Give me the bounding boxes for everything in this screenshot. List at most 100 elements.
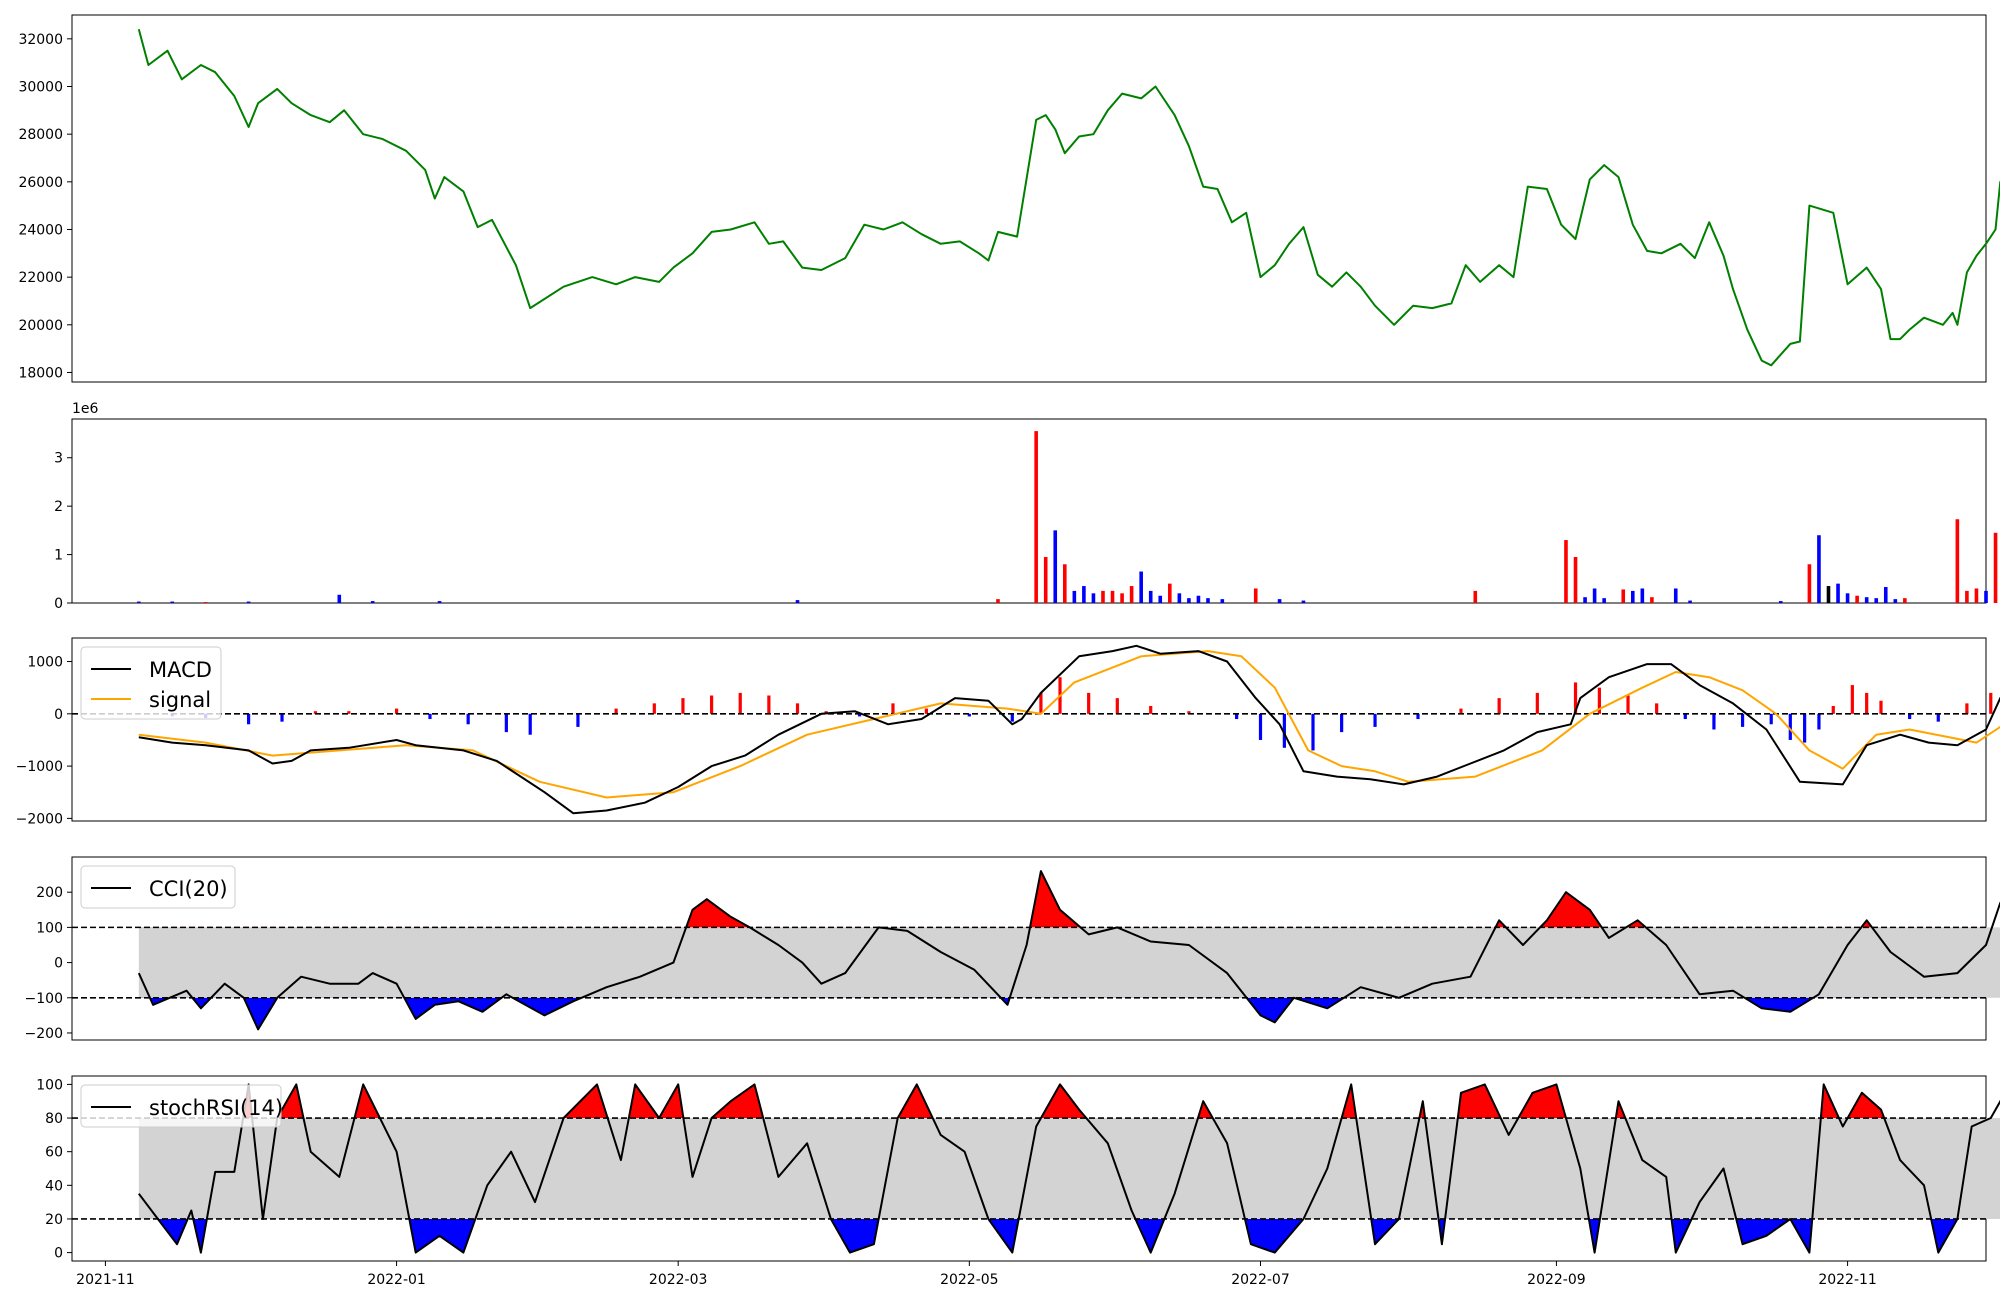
x-tick-label: 2022-09: [1527, 1272, 1586, 1288]
price-axes-frame: [71, 14, 1987, 383]
macd-ytick-label: −1000: [16, 759, 63, 775]
volume-bar: [1621, 589, 1626, 603]
macd-legend-box: [80, 646, 222, 720]
macd-histogram-bar: [1373, 713, 1377, 727]
volume-bar: [1817, 535, 1821, 603]
macd-histogram-bar: [1989, 692, 1993, 714]
volume-bar: [1053, 530, 1058, 603]
macd-histogram-bar: [1788, 713, 1792, 740]
volume-bar: [1072, 590, 1077, 603]
volume-bar: [1043, 557, 1048, 603]
volume-bar: [203, 602, 208, 604]
volume-bar: [170, 601, 175, 603]
volume-bar: [1129, 586, 1134, 603]
volume-bar: [1277, 599, 1282, 603]
stochrsi-line: [138, 1083, 2000, 1254]
cci-oversold-fill: [138, 997, 1986, 1030]
macd-histogram-bar: [1865, 692, 1869, 714]
volume-bar: [370, 601, 375, 603]
macd-histogram-bar: [614, 708, 618, 714]
volume-ytick-label: 1: [54, 548, 63, 564]
macd-legend-label-1: signal: [149, 688, 211, 712]
volume-bar: [795, 600, 800, 603]
price-ytick-label: 26000: [18, 175, 63, 191]
macd-histogram-bar: [1626, 695, 1630, 714]
volume-bar: [1473, 590, 1478, 603]
volume-bar: [1650, 597, 1654, 603]
volume-bar: [1778, 601, 1783, 603]
macd-histogram-bar: [1850, 685, 1854, 714]
stochrsi-ytick-label: 60: [45, 1145, 63, 1161]
price-ytick-label: 30000: [18, 79, 63, 95]
macd-histogram-bar: [709, 695, 714, 714]
macd-histogram-bar: [1311, 713, 1315, 751]
volume-bar: [437, 601, 442, 603]
volume-bar: [1110, 590, 1115, 603]
macd-histogram-bar: [313, 711, 318, 714]
volume-bar: [1826, 586, 1831, 603]
x-tick-label: 2022-01: [367, 1272, 426, 1288]
macd-histogram-bar: [924, 708, 928, 714]
macd-histogram-bar: [1187, 711, 1191, 714]
macd-histogram-bar: [1908, 713, 1912, 720]
volume-bar: [1602, 598, 1606, 603]
macd-histogram-bar: [891, 703, 895, 714]
volume-bar: [1955, 519, 1960, 603]
volume-bar: [1253, 588, 1258, 603]
macd-histogram-bar: [767, 695, 771, 714]
macd-histogram-bar: [1769, 713, 1773, 725]
volume-bar: [1220, 599, 1225, 603]
cci-overbought-fill: [686, 871, 1873, 928]
macd-histogram-bar: [1573, 682, 1578, 714]
macd-histogram-bar: [1655, 703, 1659, 714]
macd-histogram-bar: [652, 703, 656, 714]
macd-histogram-bar: [528, 713, 532, 735]
macd-histogram-bar: [1235, 713, 1239, 720]
macd-histogram-bar: [1831, 705, 1835, 714]
macd-histogram-bar: [280, 713, 284, 722]
macd-histogram-bar: [681, 698, 685, 714]
volume-bar: [1158, 595, 1163, 603]
volume-bar: [1177, 593, 1182, 603]
macd-histogram-bar: [347, 711, 351, 714]
volume-bar: [1974, 588, 1979, 603]
price-ytick-label: 20000: [18, 318, 63, 334]
stochrsi-legend-label-0: stochRSI(14): [149, 1096, 283, 1120]
macd-ytick-label: 0: [54, 707, 63, 723]
volume-bar: [1564, 540, 1568, 603]
volume-axes-frame: [71, 418, 1987, 604]
x-tick-label: 2022-03: [649, 1272, 708, 1288]
macd-histogram-bar: [1258, 713, 1263, 740]
macd-ytick-label: −2000: [16, 811, 63, 827]
macd-histogram-bar: [1879, 700, 1883, 714]
volume-bar: [1148, 590, 1153, 603]
cci-neutral-band: [138, 927, 2000, 998]
volume-bar: [1301, 600, 1306, 603]
macd-histogram-bar: [1712, 713, 1716, 730]
macd-histogram-bar: [1115, 698, 1119, 714]
volume-bar: [996, 599, 1000, 603]
macd-histogram-bar: [1803, 713, 1807, 743]
volume-bar: [1855, 595, 1859, 603]
stochrsi-ytick-label: 100: [36, 1077, 63, 1093]
volume-ytick-label: 2: [54, 499, 63, 515]
macd-histogram-bar: [1149, 705, 1153, 714]
volume-bar: [1903, 598, 1907, 603]
macd-histogram-bar: [1597, 687, 1601, 714]
macd-histogram-bar: [576, 713, 580, 727]
volume-bar: [1883, 587, 1888, 603]
volume-bar: [1120, 593, 1124, 603]
price-ytick-label: 22000: [18, 270, 63, 286]
volume-bar: [1688, 600, 1692, 603]
volume-bar: [1168, 583, 1172, 603]
volume-bar: [1807, 564, 1812, 603]
volume-bar: [337, 594, 342, 603]
volume-bar: [1206, 598, 1210, 603]
x-tick-label: 2022-05: [940, 1272, 999, 1288]
macd-histogram-bar: [1039, 692, 1043, 714]
cci-ytick-label: 200: [36, 885, 63, 901]
volume-bar: [1640, 588, 1645, 603]
volume-bar: [1196, 595, 1201, 603]
volume-bar: [1573, 557, 1578, 603]
